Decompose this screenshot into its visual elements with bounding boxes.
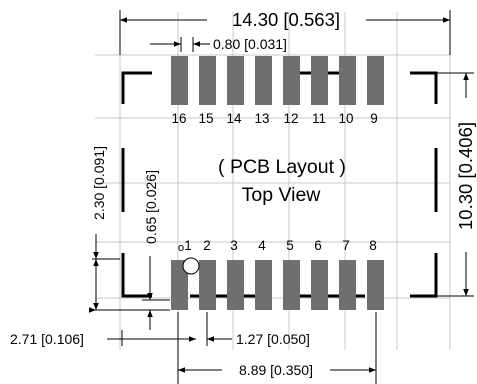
dimension-pitch	[177, 312, 232, 384]
pin-label-3: 3	[230, 238, 238, 253]
pad-4	[255, 260, 272, 310]
dimension-pitch-small	[150, 37, 210, 52]
top-pin-labels: 16 15 14 13 12 11 10 9	[171, 111, 377, 126]
outline-corner-bottom-right	[410, 253, 438, 298]
layout-title: ( PCB Layout )	[218, 156, 346, 178]
dimension-overall-height	[436, 72, 474, 297]
pad-9	[367, 56, 384, 105]
dimension-overall-width	[119, 10, 451, 55]
pad-5	[283, 260, 300, 310]
pin-label-16: 16	[171, 111, 186, 126]
pin-label-12: 12	[283, 111, 298, 126]
dimension-pad-width	[142, 256, 170, 330]
pin-label-5: 5	[286, 238, 294, 253]
outline-corner-top-right	[410, 71, 438, 104]
bottom-pin-labels: o 1 2 3 4 5 6 7 8	[178, 238, 377, 254]
pin-label-15: 15	[198, 111, 213, 126]
dimension-pitch-small-label: 0.80 [0.031]	[213, 36, 287, 52]
dimension-edge-offset	[107, 330, 178, 346]
pad-8	[367, 260, 384, 310]
pad-14	[227, 56, 244, 105]
dimension-row-spacing-label: 2.30 [0.091]	[91, 146, 107, 220]
outline-corner-bottom-left	[121, 253, 152, 298]
pad-13	[255, 56, 272, 105]
outline-corner-top-left	[121, 71, 152, 104]
pad-1	[171, 260, 188, 310]
pin1-indicator-circle	[182, 257, 200, 275]
pad-12	[283, 56, 300, 105]
dimension-pad-row-width	[178, 312, 377, 384]
pin-label-11: 11	[312, 111, 326, 126]
pin-label-2: 2	[203, 238, 211, 253]
top-pad-row	[171, 56, 384, 105]
pin-label-7: 7	[342, 238, 350, 253]
pin-label-14: 14	[226, 111, 242, 126]
pin-label-10: 10	[338, 111, 353, 126]
pad-7	[339, 260, 356, 310]
pad-3	[227, 260, 244, 310]
dimension-pitch-label: 1.27 [0.050]	[236, 331, 310, 347]
pad-15	[199, 56, 216, 105]
pin1-marker: o	[178, 242, 184, 254]
pad-6	[311, 260, 328, 310]
dimension-pad-width-label: 0.65 [0.026]	[143, 170, 159, 244]
dimension-overall-width-label: 14.30 [0.563]	[232, 9, 340, 30]
pad-16	[171, 56, 188, 105]
bottom-pad-row	[171, 260, 384, 310]
pin-label-4: 4	[258, 238, 266, 253]
dimension-edge-offset-label: 2.71 [0.106]	[10, 331, 84, 347]
pad-2	[199, 260, 216, 310]
dimension-pad-row-width-label: 8.89 [0.350]	[239, 362, 313, 378]
pin-label-1: 1	[184, 238, 192, 253]
pin-label-9: 9	[370, 111, 378, 126]
dimension-row-spacing	[92, 234, 170, 311]
layout-subtitle: Top View	[242, 184, 322, 206]
pad-11	[311, 56, 328, 105]
pin-label-13: 13	[254, 111, 269, 126]
dimension-overall-height-label: 10.30 [0.406]	[455, 122, 476, 230]
pin-label-8: 8	[369, 238, 377, 253]
pad-10	[339, 56, 356, 105]
pin-label-6: 6	[314, 238, 322, 253]
